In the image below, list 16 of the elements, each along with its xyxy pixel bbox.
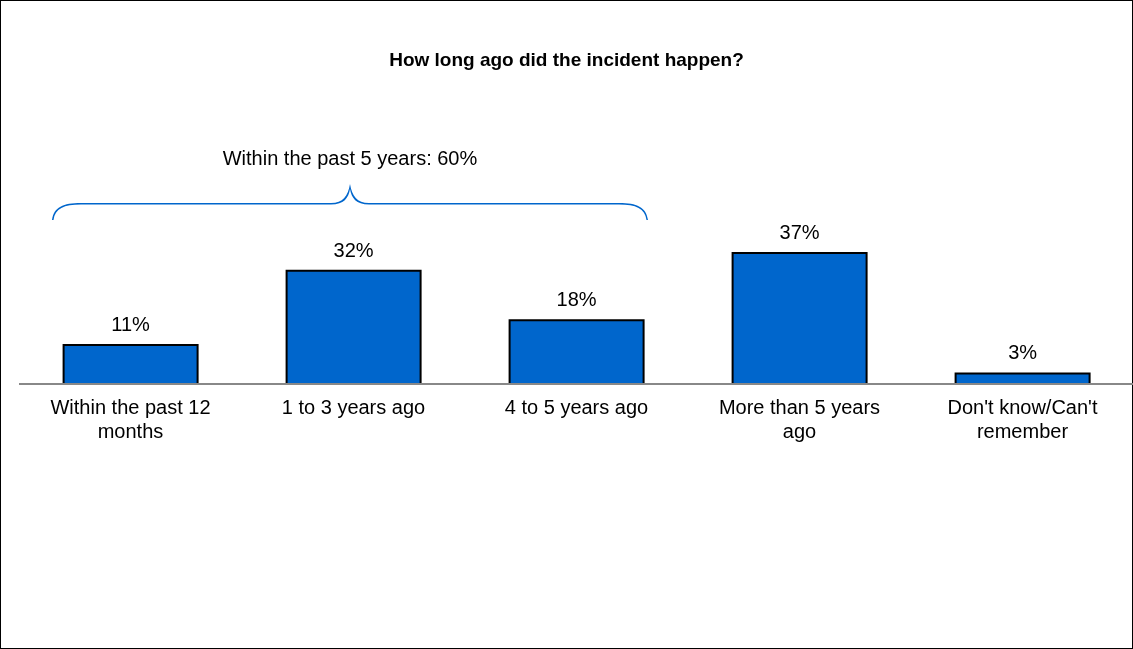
x-tick-label: 1 to 3 years ago — [281, 396, 426, 418]
data-label: 37% — [779, 221, 820, 243]
bar — [731, 252, 868, 385]
chart-title: How long ago did the incident happen? — [388, 49, 745, 71]
text: Within the past 5 years: 60% — [221, 147, 479, 170]
x-tick-label: Within the past 12 months — [50, 396, 211, 442]
bar — [508, 319, 645, 385]
data-label: 3% — [1008, 341, 1038, 364]
bar — [62, 344, 199, 385]
data-label: 11% — [111, 313, 151, 336]
x-tick-label: 4 to 5 years ago — [504, 396, 649, 418]
data-label: 18% — [556, 288, 597, 311]
bar — [285, 269, 422, 385]
x-tick-label: Don't know/Can't remember — [947, 396, 1098, 442]
x-tick-label: More than 5 years ago — [718, 396, 881, 442]
data-label: 32% — [333, 238, 374, 261]
